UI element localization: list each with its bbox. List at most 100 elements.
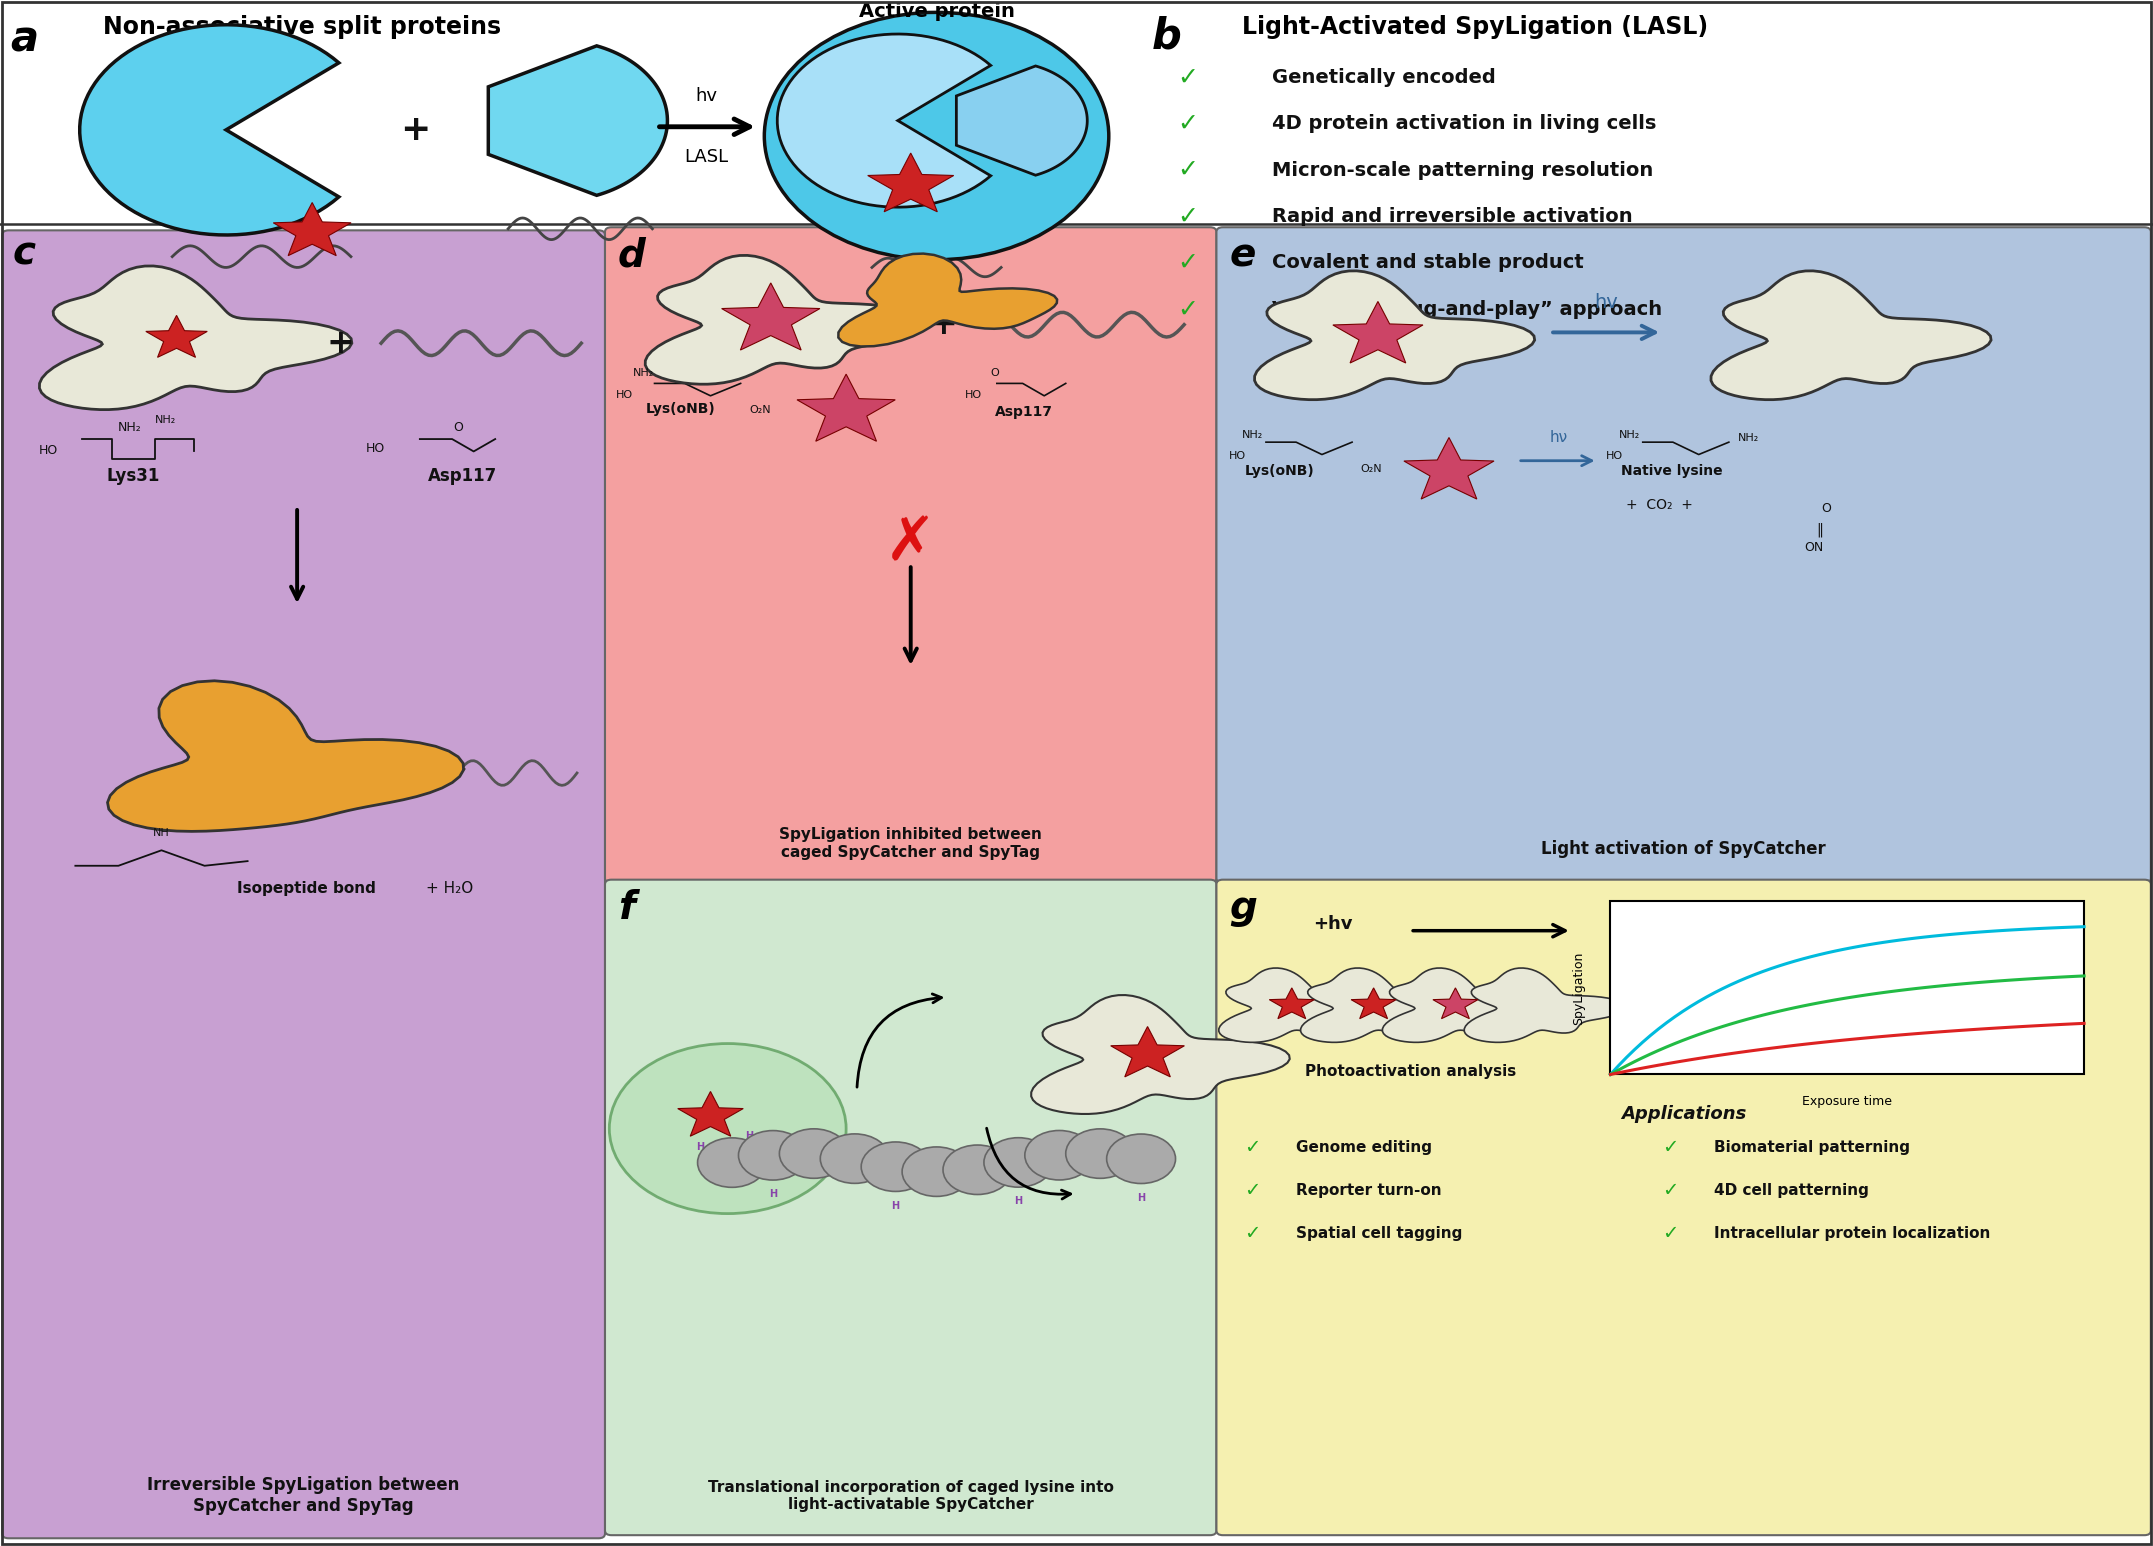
Circle shape	[861, 1142, 930, 1192]
Text: O: O	[454, 421, 463, 433]
Polygon shape	[1464, 968, 1626, 1042]
Polygon shape	[956, 66, 1087, 175]
Text: Irreversible SpyLigation between
SpyCatcher and SpyTag: Irreversible SpyLigation between SpyCatc…	[146, 1476, 461, 1515]
Polygon shape	[777, 34, 990, 207]
Polygon shape	[1352, 988, 1395, 1019]
Text: NH₂: NH₂	[1737, 433, 1759, 442]
Text: H: H	[769, 1189, 777, 1200]
Text: Translational incorporation of caged lysine into
light-activatable SpyCatcher: Translational incorporation of caged lys…	[708, 1480, 1113, 1512]
Circle shape	[820, 1133, 889, 1183]
FancyBboxPatch shape	[1610, 901, 2084, 1074]
FancyBboxPatch shape	[1216, 227, 2151, 883]
Text: ✓: ✓	[1662, 1181, 1679, 1200]
Polygon shape	[838, 254, 1057, 346]
Text: Asp117: Asp117	[428, 467, 497, 485]
Text: Light-Activated SpyLigation (LASL): Light-Activated SpyLigation (LASL)	[1242, 15, 1709, 40]
Text: H: H	[1137, 1194, 1145, 1203]
Polygon shape	[108, 680, 463, 832]
Text: Lys(oNB): Lys(oNB)	[646, 402, 715, 416]
Text: a: a	[11, 19, 39, 60]
Text: HO: HO	[366, 442, 385, 455]
Text: H: H	[1014, 1197, 1023, 1206]
Text: H: H	[695, 1142, 704, 1152]
Text: Micron-scale patterning resolution: Micron-scale patterning resolution	[1272, 161, 1654, 179]
Text: +hv: +hv	[1313, 915, 1352, 934]
Text: HO: HO	[965, 390, 982, 399]
Text: H: H	[723, 1158, 732, 1167]
FancyBboxPatch shape	[605, 227, 1216, 883]
Text: Light activation of SpyCatcher: Light activation of SpyCatcher	[1542, 839, 1826, 858]
Text: d: d	[618, 237, 646, 275]
Text: NH₂: NH₂	[116, 421, 142, 433]
Text: ✓: ✓	[1244, 1138, 1262, 1156]
Text: LASL: LASL	[685, 148, 728, 167]
Text: hv: hv	[1593, 294, 1619, 312]
Text: Biomaterial patterning: Biomaterial patterning	[1714, 1139, 1910, 1155]
Circle shape	[1107, 1135, 1176, 1184]
Text: +  CO₂  +: + CO₂ +	[1626, 498, 1692, 512]
Text: Active protein: Active protein	[859, 2, 1014, 20]
FancyBboxPatch shape	[1216, 880, 2151, 1535]
Text: ‖: ‖	[1815, 523, 1824, 536]
Text: ✓: ✓	[1178, 65, 1199, 90]
Polygon shape	[80, 25, 338, 235]
Text: NH₂: NH₂	[1619, 430, 1641, 439]
Polygon shape	[1382, 968, 1544, 1042]
Text: H: H	[891, 1201, 900, 1211]
Text: NH: NH	[153, 829, 170, 838]
Text: b: b	[1152, 15, 1182, 57]
Polygon shape	[797, 374, 896, 441]
Polygon shape	[146, 315, 207, 357]
Text: HO: HO	[1606, 451, 1623, 461]
Text: +: +	[930, 308, 956, 342]
Polygon shape	[646, 255, 926, 385]
Text: O₂N: O₂N	[749, 405, 771, 414]
Text: Isopeptide bond: Isopeptide bond	[237, 881, 377, 897]
Text: Native lysine: Native lysine	[1621, 464, 1722, 478]
Text: ↑ Intensity: ↑ Intensity	[2015, 909, 2078, 920]
Polygon shape	[1300, 968, 1462, 1042]
Text: NH₂: NH₂	[633, 368, 655, 377]
Polygon shape	[1434, 988, 1477, 1019]
Polygon shape	[1031, 996, 1290, 1115]
Text: e: e	[1229, 237, 1255, 275]
Polygon shape	[489, 46, 667, 195]
Circle shape	[698, 1138, 766, 1187]
Polygon shape	[39, 266, 351, 410]
Text: + H₂O: + H₂O	[426, 881, 474, 897]
Text: ✓: ✓	[1244, 1181, 1262, 1200]
Polygon shape	[273, 203, 351, 255]
Polygon shape	[1712, 271, 1992, 400]
Polygon shape	[1219, 968, 1380, 1042]
Text: 4D cell patterning: 4D cell patterning	[1714, 1183, 1869, 1198]
Text: Reporter turn-on: Reporter turn-on	[1296, 1183, 1443, 1198]
Text: ✓: ✓	[1178, 158, 1199, 182]
Polygon shape	[1333, 301, 1423, 363]
Text: hv: hv	[695, 87, 717, 105]
Text: ✓: ✓	[1662, 1224, 1679, 1243]
Text: ✓: ✓	[1178, 297, 1199, 322]
Text: g: g	[1229, 889, 1257, 928]
Text: SpyLigation inhibited between
caged SpyCatcher and SpyTag: SpyLigation inhibited between caged SpyC…	[779, 827, 1042, 860]
Text: Non-associative split proteins: Non-associative split proteins	[103, 15, 502, 40]
Circle shape	[1066, 1129, 1135, 1178]
Text: Versatile “plug-and-play” approach: Versatile “plug-and-play” approach	[1272, 300, 1662, 318]
Text: Lys31: Lys31	[108, 467, 159, 485]
Text: Applications: Applications	[1621, 1105, 1746, 1124]
Polygon shape	[678, 1091, 743, 1136]
Text: HO: HO	[1229, 451, 1247, 461]
Polygon shape	[721, 283, 820, 349]
Text: O: O	[1821, 502, 1830, 515]
Text: SpyLigation: SpyLigation	[1572, 951, 1585, 1025]
Text: Genome editing: Genome editing	[1296, 1139, 1432, 1155]
Text: O₂N: O₂N	[1361, 464, 1382, 473]
Text: Rapid and irreversible activation: Rapid and irreversible activation	[1272, 207, 1632, 226]
Text: +: +	[400, 113, 431, 147]
Text: 4D protein activation in living cells: 4D protein activation in living cells	[1272, 114, 1658, 133]
FancyBboxPatch shape	[605, 880, 1216, 1535]
Circle shape	[1025, 1130, 1094, 1180]
Circle shape	[902, 1147, 971, 1197]
Text: ✗: ✗	[885, 515, 937, 574]
Circle shape	[984, 1138, 1053, 1187]
Text: HO: HO	[616, 390, 633, 399]
